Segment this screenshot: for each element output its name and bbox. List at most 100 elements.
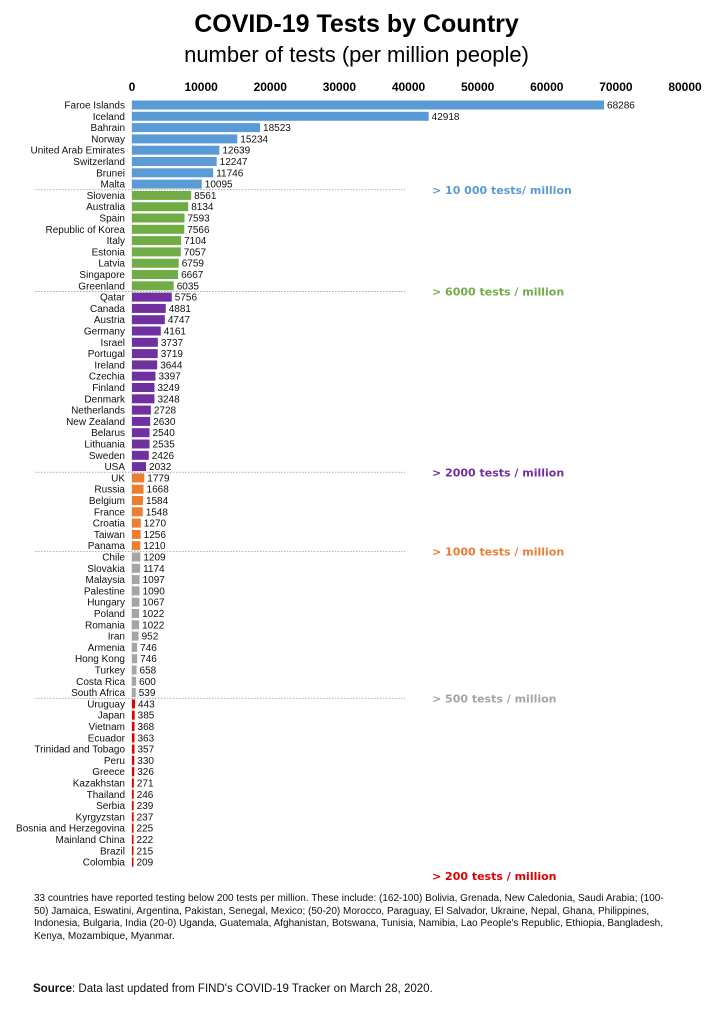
bar [132,179,202,189]
data-label: 6759 [182,259,205,270]
category-label: Australia [86,202,125,213]
category-label: France [94,507,126,518]
category-label: Greenland [78,281,125,292]
data-label: 215 [137,846,154,857]
category-label: Belarus [91,428,125,439]
data-label: 357 [137,745,154,756]
group-threshold-label: > 2000 tests / million [432,466,564,479]
category-label: Republic of Korea [46,225,126,236]
data-label: 1584 [146,496,169,507]
x-tick-label: 50000 [461,80,495,94]
bar [132,303,166,313]
category-label: Canada [90,304,125,315]
bar [132,473,145,483]
bar [132,258,179,268]
bar [132,563,141,573]
category-label: South Africa [71,688,125,699]
bar [132,823,134,833]
bar [132,631,139,641]
bar [132,213,185,223]
bar [132,247,181,257]
category-label: Bosnia and Herzegovina [16,824,125,835]
footnote: 33 countries have reported testing below… [34,893,664,942]
x-tick-label: 10000 [184,80,218,94]
data-label: 68286 [607,101,635,112]
group-threshold-label: > 200 tests / million [432,870,557,883]
data-label: 15234 [240,134,268,145]
category-label: Taiwan [94,530,125,541]
bar [132,699,136,709]
bar [132,620,140,630]
source-label: Source [33,983,72,995]
group-threshold-label: > 1000 tests / million [432,545,564,558]
data-label: 7566 [187,225,210,236]
data-label: 239 [137,801,154,812]
category-label: Bahrain [91,123,125,134]
x-tick-label: 0 [129,80,136,94]
category-label: Estonia [92,247,126,258]
category-label: Costa Rica [76,677,125,688]
category-label: Latvia [98,259,125,270]
bar [132,405,151,415]
bar [132,315,165,325]
data-label: 11746 [216,168,244,179]
bar [132,450,149,460]
data-label: 3719 [161,349,184,360]
category-label: Lithuania [84,440,125,451]
category-label: Belgium [89,496,125,507]
category-label: Austria [94,315,126,326]
bar [132,688,136,698]
category-label: Colombia [83,858,126,869]
bar [132,270,179,279]
x-tick-label: 40000 [392,80,426,94]
category-label: Italy [107,236,125,247]
bar [132,507,143,517]
category-label: Singapore [79,270,125,281]
bar [132,157,217,166]
bar [132,383,155,392]
category-label: Trinidad and Tobago [34,745,125,756]
category-label: Germany [84,327,125,338]
category-label: Denmark [84,394,126,405]
bar [132,439,150,449]
bar [132,371,156,381]
bar [132,394,155,404]
bar-chart: 0 10000 20000 30000 40000 50000 60000 70000 8000… [16,80,702,883]
data-label: 952 [142,632,159,643]
bar [132,292,172,302]
category-label: Norway [91,134,125,145]
bar [132,812,134,822]
data-label: 1210 [143,541,166,552]
data-label: 246 [137,790,154,801]
category-label: Kazakhstan [73,779,125,790]
data-label: 1668 [147,485,170,496]
bar [132,123,261,133]
bar [132,846,134,856]
bar [132,597,140,607]
bar [132,654,138,664]
bar [132,360,158,370]
bar [132,575,140,585]
bar [132,168,214,178]
bar [132,665,137,675]
bar [132,337,158,347]
data-label: 1548 [146,507,169,518]
bar [132,416,151,426]
bar [132,529,141,539]
category-label: Kyrgyzstan [76,812,125,823]
category-label: Hungary [87,598,125,609]
bar [132,733,135,743]
data-label: 539 [139,688,156,699]
data-label: 1209 [143,553,166,564]
x-tick-label: 20000 [254,80,288,94]
bar [132,111,429,121]
data-label: 443 [138,699,155,710]
category-label: Switzerland [73,157,125,168]
category-label: Czechia [89,372,126,383]
data-label: 5756 [175,293,198,304]
category-label: Spain [99,214,125,225]
bar [132,190,192,200]
data-label: 3737 [161,338,184,349]
category-label: Armenia [88,643,126,654]
category-label: Peru [104,756,125,767]
